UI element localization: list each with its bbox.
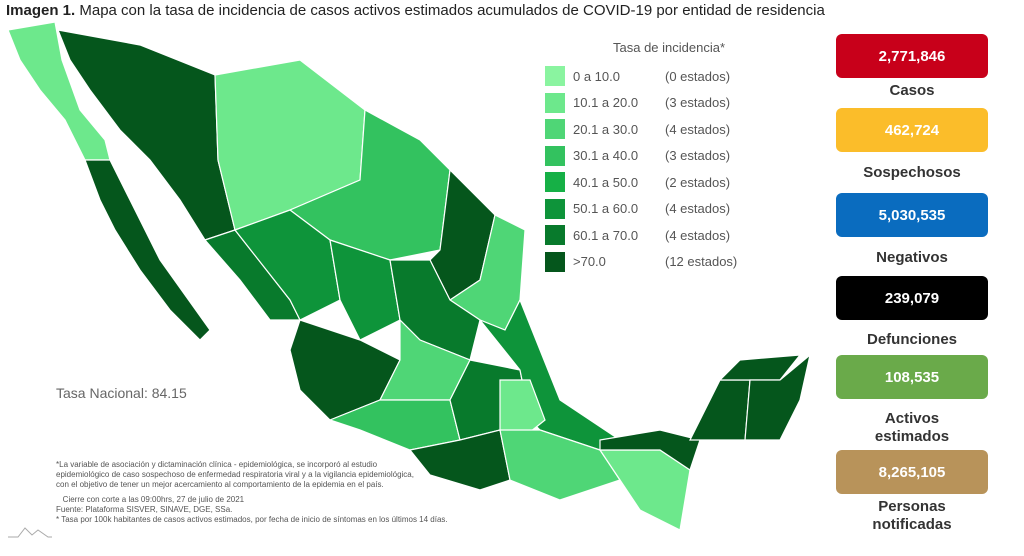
legend-swatch (545, 66, 565, 87)
legend-range: 50.1 a 60.0 (573, 201, 639, 217)
figure-title: Imagen 1. Mapa con la tasa de incidencia… (6, 2, 825, 19)
footnote: * Tasa por 100k habitantes de casos acti… (56, 515, 448, 524)
negativos-label: Negativos (876, 249, 948, 266)
legend-title: Tasa de incidencia* (613, 40, 726, 55)
sospechosos-label: Sospechosos (863, 164, 961, 181)
negativos-value: 5,030,535 (836, 193, 988, 237)
defunciones-label: Defunciones (866, 331, 957, 348)
legend-count: (12 estados) (665, 254, 738, 270)
defunciones-value: 239,079 (836, 276, 988, 320)
legend-count: (2 estados) (665, 174, 731, 190)
legend-item: 40.1 a 50.0 (2 estados) (545, 169, 737, 196)
legend-range: 40.1 a 50.0 (573, 174, 639, 190)
legend-count: (3 estados) (665, 95, 731, 111)
legend-count: (3 estados) (665, 148, 731, 164)
footnote: con el objetivo de tener un mejor acerca… (56, 480, 384, 489)
legend-swatch (545, 172, 565, 193)
legend-swatch (545, 251, 565, 272)
legend-item: 10.1 a 20.0 (3 estados) (545, 90, 737, 117)
state-quintana-roo[interactable] (744, 353, 811, 441)
title-text: Mapa con la tasa de incidencia de casos … (75, 2, 825, 19)
legend-range: 30.1 a 40.0 (573, 148, 639, 164)
mexico-map (7, 21, 811, 531)
activos-value: 108,535 (836, 355, 988, 399)
figure-label: Imagen 1. (6, 2, 76, 19)
casos-label: Casos (889, 82, 935, 99)
legend-swatch (545, 225, 565, 246)
legend-count: (0 estados) (665, 68, 731, 84)
legend-count: (4 estados) (665, 227, 731, 243)
activos-label: Activos estimados (874, 410, 950, 445)
legend-swatch (545, 119, 565, 140)
legend-range: >70.0 (573, 254, 606, 270)
legend-item: >70.0 (12 estados) (545, 249, 737, 276)
footnote: Cierre con corte a las 09:00hrs, 27 de j… (56, 495, 245, 504)
legend-range: 60.1 a 70.0 (573, 227, 639, 243)
legend-range: 20.1 a 30.0 (573, 121, 639, 137)
legend-item: 50.1 a 60.0 (4 estados) (545, 196, 737, 223)
legend-swatch (545, 198, 565, 219)
state-chiapas[interactable] (598, 449, 691, 531)
footnotes: *La variable de asociación y dictaminaci… (56, 460, 448, 525)
legend-range: 10.1 a 20.0 (573, 95, 639, 111)
sospechosos-value: 462,724 (836, 108, 988, 152)
legend-range: 0 a 10.0 (573, 68, 620, 84)
legend-item: 20.1 a 30.0 (4 estados) (545, 116, 737, 143)
tasa-nacional: Tasa Nacional: 84.15 (56, 385, 187, 401)
mountain-logo-icon (8, 527, 52, 538)
state-campeche[interactable] (689, 379, 751, 441)
state-yucatan[interactable] (718, 354, 802, 381)
casos-value: 2,771,846 (836, 34, 988, 78)
footnote: *La variable de asociación y dictaminaci… (56, 460, 378, 469)
footnote: Fuente: Plataforma SISVER, SINAVE, DGE, … (56, 505, 233, 514)
legend-swatch (545, 92, 565, 113)
legend-count: (4 estados) (665, 121, 731, 137)
legend-swatch (545, 145, 565, 166)
map-legend: Tasa de incidencia* 0 a 10.0 (0 estados) … (545, 40, 737, 275)
legend-item: 0 a 10.0 (0 estados) (545, 63, 737, 90)
state-tabasco[interactable] (599, 429, 701, 471)
legend-item: 60.1 a 70.0 (4 estados) (545, 222, 737, 249)
state-baja-california-sur[interactable] (84, 159, 211, 341)
legend-item: 30.1 a 40.0 (3 estados) (545, 143, 737, 170)
state-sonora[interactable] (57, 29, 236, 241)
legend-count: (4 estados) (665, 201, 731, 217)
state-zacatecas[interactable] (329, 239, 401, 341)
footnote: epidemiológico de caso sospechoso de enf… (56, 470, 414, 479)
personas-value: 8,265,105 (836, 450, 988, 494)
personas-label: Personas notificadas (872, 498, 952, 533)
